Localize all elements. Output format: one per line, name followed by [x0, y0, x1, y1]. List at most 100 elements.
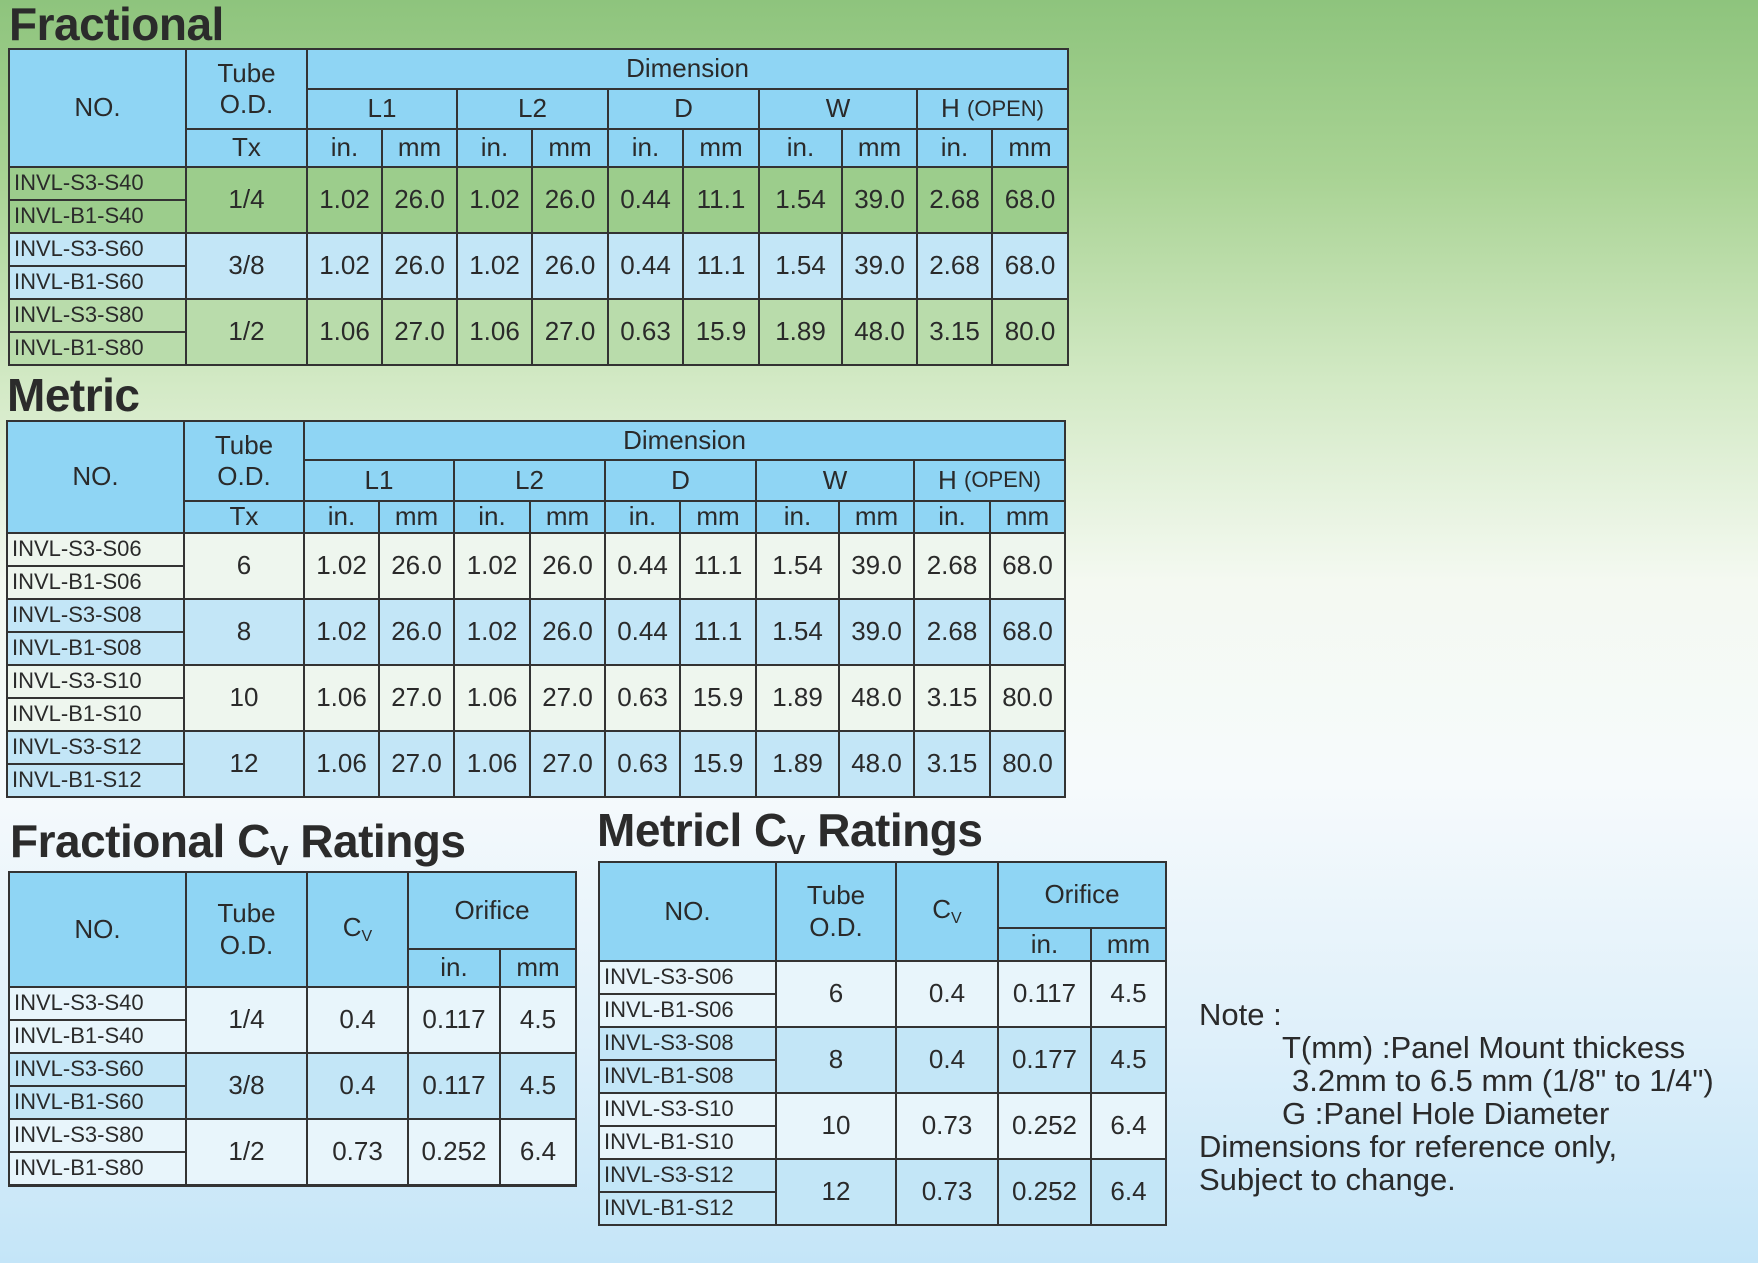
value-cell: 26.0	[531, 534, 606, 600]
note-line: 3.2mm to 6.5 mm (1/8" to 1/4")	[1292, 1063, 1714, 1098]
header-in-label: in.	[1030, 929, 1059, 959]
header-mm: mm	[840, 502, 915, 534]
header-tx: Tx	[185, 502, 305, 534]
header-tube-od: Tube O.D.	[777, 863, 897, 962]
header-dimension: Dimension	[308, 50, 1069, 90]
fractional-title: Fractional	[9, 0, 224, 50]
note-line: T(mm) :Panel Mount thickess	[1282, 1030, 1686, 1065]
model-number: INVL-B1-S40	[14, 203, 144, 229]
value-cell: 68.0	[991, 534, 1066, 600]
header-mm-label: mm	[699, 132, 743, 163]
value-cell: 0.4	[308, 1054, 409, 1120]
header-tube-od: Tube O.D.	[187, 50, 308, 130]
value-cell: 26.0	[383, 234, 458, 300]
value-cell: 0.117	[409, 1054, 501, 1120]
value-cell: 2.68	[915, 600, 991, 666]
header-mm: mm	[843, 130, 918, 168]
model-number: INVL-B1-S60	[14, 1089, 144, 1115]
header-no: NO.	[8, 422, 185, 534]
value-cell: 1.06	[458, 300, 533, 366]
tube-od-value: 1/2	[187, 300, 308, 366]
model-cell: INVL-S3-S40 INVL-B1-S40	[10, 988, 187, 1054]
header-in-label: in.	[938, 502, 966, 532]
value-cell: 0.44	[606, 534, 681, 600]
model-number: INVL-B1-S06	[12, 569, 142, 595]
tube-od-value: 1/2	[187, 1120, 308, 1186]
note-line: Dimensions for reference only,	[1199, 1129, 1618, 1164]
tube-od-value: 1/4	[187, 988, 308, 1054]
value-cell: 15.9	[681, 732, 757, 798]
model-number: INVL-S3-S80	[10, 1120, 185, 1153]
value-cell: 27.0	[380, 666, 455, 732]
header-cv: CV	[897, 863, 999, 962]
title-text: Fractional C	[10, 815, 270, 867]
tube-od-value: 8	[185, 600, 305, 666]
header-tube-od: Tube O.D.	[185, 422, 305, 502]
note-line: Subject to change.	[1199, 1162, 1456, 1197]
header-l1: L1	[308, 90, 458, 130]
header-in: in.	[999, 929, 1092, 962]
value-cell: 0.117	[409, 988, 501, 1054]
tube-od-value: 3/8	[187, 1054, 308, 1120]
header-w: W	[757, 461, 915, 502]
model-number: INVL-B1-S08	[604, 1063, 734, 1089]
model-number: INVL-S3-S08	[8, 600, 183, 633]
value-cell: 1.06	[308, 300, 383, 366]
value-cell: 1.54	[760, 234, 843, 300]
model-number: INVL-B1-S10	[604, 1129, 734, 1155]
value-cell: 6.4	[501, 1120, 577, 1186]
h-label: H	[940, 93, 960, 124]
header-h-open: H (OPEN)	[918, 90, 1069, 130]
header-w-label: W	[825, 93, 851, 124]
header-in: in.	[915, 502, 991, 534]
header-in: in.	[609, 130, 684, 168]
header-in-label: in.	[330, 132, 359, 163]
header-mm: mm	[1092, 929, 1167, 962]
header-orifice-label: Orifice	[1044, 879, 1120, 910]
title-text: Ratings	[804, 804, 983, 856]
value-cell: 1.89	[760, 300, 843, 366]
value-cell: 1.02	[455, 600, 531, 666]
model-cell: INVL-S3-S08 INVL-B1-S08	[600, 1028, 777, 1094]
header-dimension-label: Dimension	[626, 53, 749, 84]
value-cell: 27.0	[531, 666, 606, 732]
value-cell: 1.06	[455, 732, 531, 798]
header-in: in.	[760, 130, 843, 168]
value-cell: 2.68	[918, 168, 993, 234]
cv-subscript: V	[361, 928, 373, 946]
value-cell: 48.0	[840, 732, 915, 798]
header-no: NO.	[10, 50, 187, 168]
header-orifice: Orifice	[409, 873, 577, 950]
fractional-dimension-table: NO. Tube O.D. Dimension L1 L2 D W H (OPEN) Tx in. m…	[8, 48, 1069, 366]
open-label: (OPEN)	[967, 95, 1044, 121]
model-number: INVL-S3-S12	[600, 1160, 775, 1193]
model-cell: INVL-S3-S06 INVL-B1-S06	[8, 534, 185, 600]
value-cell: 0.252	[409, 1120, 501, 1186]
value-cell: 48.0	[843, 300, 918, 366]
note-line: G :Panel Hole Diameter	[1282, 1096, 1610, 1131]
header-mm: mm	[501, 950, 577, 988]
tube-label: Tube	[214, 429, 274, 460]
cv-subscript: V	[951, 910, 962, 928]
cv-main: C	[932, 894, 952, 925]
cv-label: CV	[343, 912, 372, 946]
value-cell: 48.0	[840, 666, 915, 732]
value-cell: 4.5	[501, 1054, 577, 1120]
value-cell: 3.15	[915, 666, 991, 732]
header-w: W	[760, 90, 918, 130]
model-number: INVL-B1-S40	[14, 1023, 144, 1049]
note-label: Note :	[1199, 997, 1282, 1032]
value-cell: 3.15	[918, 300, 993, 366]
title-text: Metricl C	[597, 804, 787, 856]
value-cell: 1.02	[455, 534, 531, 600]
value-cell: 2.68	[918, 234, 993, 300]
model-cell: INVL-S3-S06 INVL-B1-S06	[600, 962, 777, 1028]
model-number: INVL-B1-S80	[14, 1155, 144, 1181]
header-in: in.	[409, 950, 501, 988]
model-cell: INVL-S3-S12 INVL-B1-S12	[600, 1160, 777, 1226]
header-d: D	[609, 90, 760, 130]
value-cell: 27.0	[533, 300, 609, 366]
value-cell: 1.54	[760, 168, 843, 234]
value-cell: 0.4	[897, 962, 999, 1028]
tube-label: Tube	[806, 880, 866, 911]
